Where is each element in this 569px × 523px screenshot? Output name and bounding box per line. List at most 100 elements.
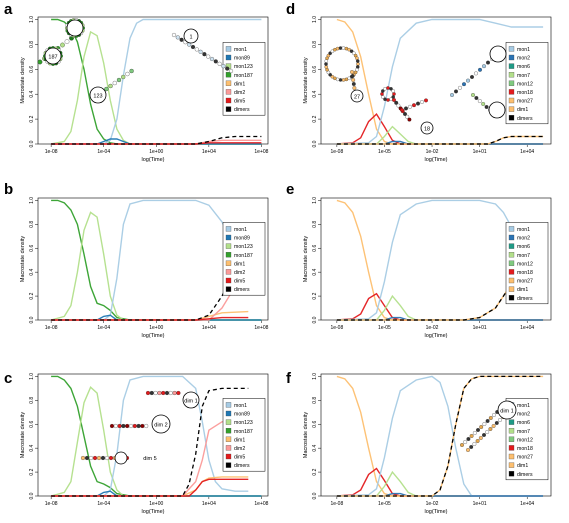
rna-nucleotide xyxy=(145,390,151,396)
rna-nucleotide xyxy=(350,70,354,74)
rna-nucleotide xyxy=(486,60,490,65)
legend-swatch xyxy=(225,234,232,241)
legend-swatch xyxy=(508,226,515,232)
rna-nucleotide xyxy=(416,101,420,106)
legend-swatch xyxy=(508,269,515,275)
rna-nucleotide xyxy=(64,39,70,44)
legend-label: mon6 xyxy=(517,244,530,250)
legend-label: dimers xyxy=(234,287,250,293)
series-line-mon123 xyxy=(50,386,262,497)
legend-swatch xyxy=(508,462,515,468)
legend-swatch xyxy=(225,89,232,95)
series-line-mon18 xyxy=(336,467,544,497)
legend-label: mon6 xyxy=(517,64,530,70)
panel-label: f xyxy=(286,370,292,387)
x-tick-label: 1e-08 xyxy=(330,149,343,155)
rna-nucleotide xyxy=(109,423,115,429)
rna-nucleotide xyxy=(117,423,122,429)
rna-nucleotide xyxy=(412,103,416,108)
rna-nucleotide xyxy=(213,59,218,64)
rna-nucleotide xyxy=(176,390,181,396)
rna-nucleotide xyxy=(482,433,486,437)
x-tick-label: 1e-08 xyxy=(330,325,343,331)
legend-label: mon123 xyxy=(234,420,253,426)
rna-nucleotide xyxy=(88,455,94,461)
x-tick-label: 1e-05 xyxy=(378,501,391,507)
rna-nucleotide xyxy=(407,117,412,122)
rna-nucleotide xyxy=(179,37,184,42)
legend-swatch xyxy=(508,106,515,112)
rna-nucleotide xyxy=(324,62,328,66)
series-line-mon1 xyxy=(336,18,544,145)
legend-swatch xyxy=(225,72,232,78)
legend-swatch xyxy=(225,402,232,408)
rna-nucleotide xyxy=(164,390,170,396)
annotation-1: 1 xyxy=(189,35,192,41)
rna-nucleotide xyxy=(144,423,149,429)
rna-loop-circle xyxy=(183,28,199,44)
rna-nucleotide xyxy=(190,44,196,50)
rna-nucleotide xyxy=(353,70,358,75)
rna-nucleotide xyxy=(175,35,180,40)
legend-swatch xyxy=(225,286,232,292)
x-tick-label: 1e-02 xyxy=(426,501,439,507)
rna-nucleotide xyxy=(108,455,114,461)
rna-nucleotide xyxy=(478,436,483,440)
y-tick-label: 0.0 xyxy=(29,140,35,147)
legend-swatch xyxy=(508,243,515,249)
x-tick-label: 1e+01 xyxy=(473,501,487,507)
rna-nucleotide xyxy=(349,49,354,53)
legend-label: mon7 xyxy=(517,73,530,79)
rna-nucleotide xyxy=(171,32,177,38)
legend-label: dim1 xyxy=(234,437,245,443)
y-tick-label: 1.0 xyxy=(29,197,35,204)
legend: mon1 mon2 mon6 mon7 mon12 mon18 mon27 dim1 dimer… xyxy=(505,222,549,305)
legend-label: mon1 xyxy=(234,47,247,53)
rna-nucleotide xyxy=(324,65,329,69)
rna-nucleotide xyxy=(463,440,468,444)
rna-nucleotide xyxy=(392,92,396,96)
rna-nucleotide xyxy=(474,96,479,100)
rna-nucleotide xyxy=(209,56,215,62)
legend-label: mon1 xyxy=(234,403,247,409)
rna-nucleotide xyxy=(225,66,230,71)
series-line-dimers xyxy=(51,135,262,145)
y-axis-label: Macrostate density xyxy=(20,236,26,282)
panel-label: a xyxy=(4,1,13,18)
y-tick-label: 0.2 xyxy=(312,468,318,475)
legend-label: mon1 xyxy=(517,47,530,53)
legend-swatch xyxy=(508,89,515,95)
x-tick-label: 1e+00 xyxy=(149,325,163,331)
rna-nucleotide xyxy=(488,416,493,420)
rna-nucleotide xyxy=(492,413,496,417)
y-axis-label: Macrostate density xyxy=(20,412,26,458)
rna-nucleotide xyxy=(121,74,126,80)
panel-label: b xyxy=(4,181,13,198)
rna-nucleotide xyxy=(132,423,137,429)
legend-swatch xyxy=(508,46,515,52)
series-line-mon89 xyxy=(51,490,262,497)
y-axis-label: Macrostate density xyxy=(303,57,309,103)
rna-nucleotide xyxy=(330,75,335,79)
rna-nucleotide xyxy=(470,75,474,79)
series-line-dimers xyxy=(336,135,544,145)
x-axis-label: log(Time) xyxy=(424,333,447,339)
legend-swatch xyxy=(225,436,232,442)
y-tick-label: 0.0 xyxy=(312,492,318,499)
rna-loop-circle xyxy=(66,19,84,37)
y-tick-label: 0.8 xyxy=(312,221,318,228)
rna-nucleotide xyxy=(338,78,343,82)
rna-nucleotide xyxy=(341,78,346,82)
series-line-dim5 xyxy=(51,142,262,145)
x-tick-label: 1e+08 xyxy=(254,149,268,155)
y-tick-label: 0.4 xyxy=(29,268,35,275)
y-tick-label: 0.0 xyxy=(312,140,318,147)
legend-label: mon1 xyxy=(234,227,247,233)
y-tick-label: 0.4 xyxy=(29,444,35,451)
x-tick-label: 1e-05 xyxy=(378,149,391,155)
rna-nucleotide xyxy=(80,455,86,461)
x-tick-label: 1e+04 xyxy=(520,325,534,331)
rna-nucleotide xyxy=(481,102,486,106)
legend-swatch xyxy=(225,445,232,451)
legend: mon1 mon89 mon123 mon187 dim1 dim2 dim5 dimers xyxy=(222,222,266,296)
